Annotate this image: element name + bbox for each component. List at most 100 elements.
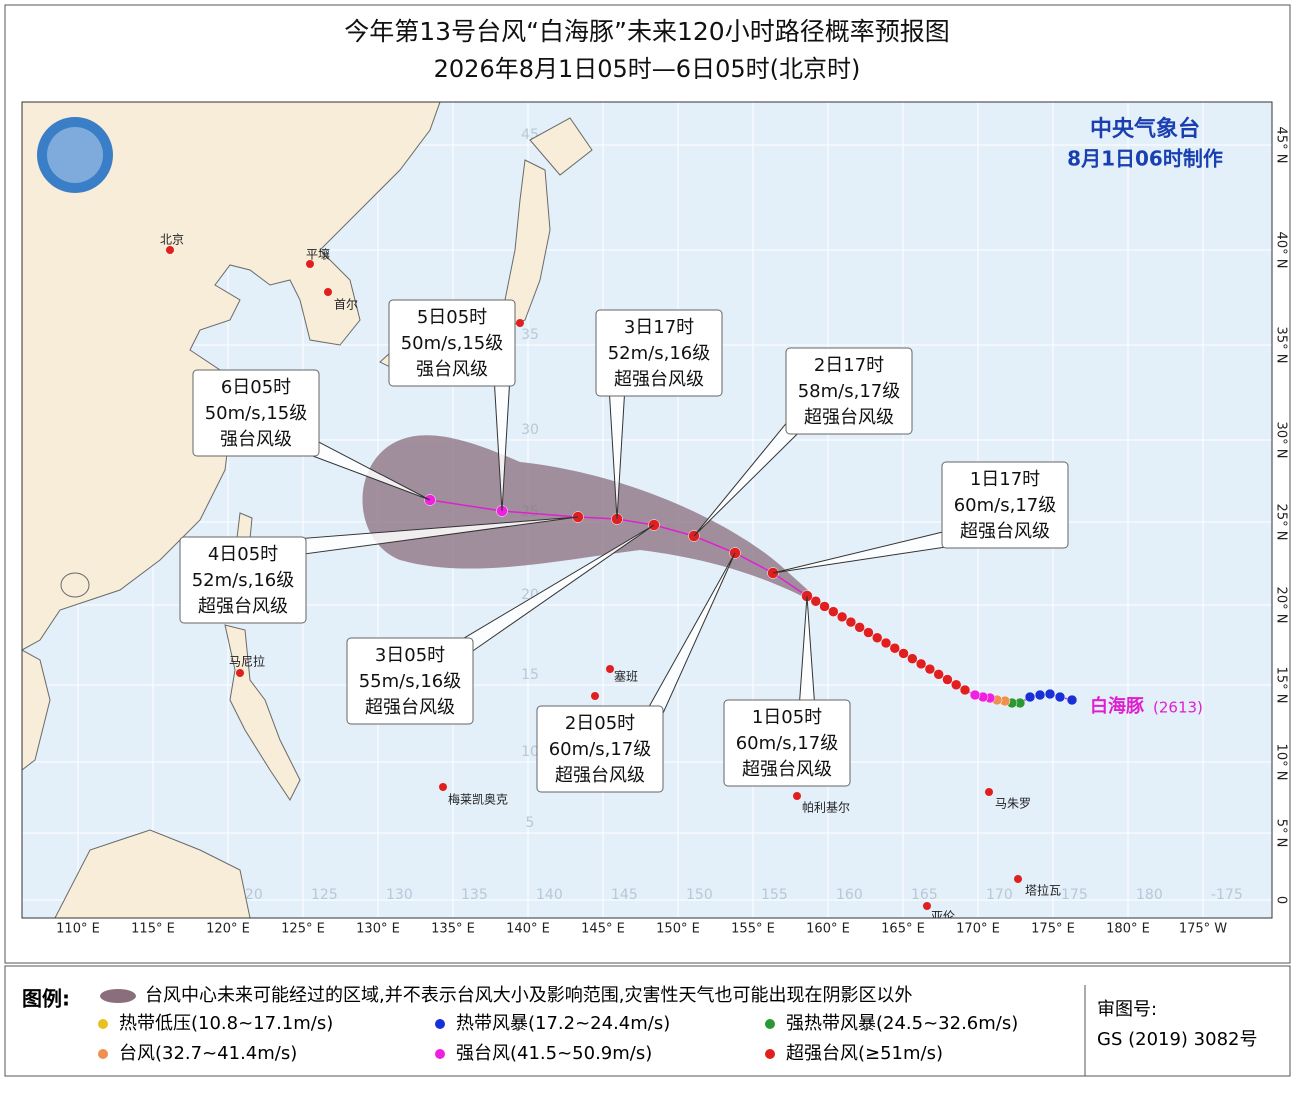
lon-label: 115° E <box>131 922 175 937</box>
legend-marker <box>435 1019 445 1029</box>
callout-time: 3日05时 <box>375 645 445 666</box>
inner-lon-label: 140 <box>536 887 563 903</box>
legend-label: 强台风(41.5~50.9m/s) <box>456 1043 652 1064</box>
inner-lon-label: 125 <box>311 887 338 903</box>
callout-wind: 60m/s,17级 <box>954 495 1057 516</box>
lon-label: 120° E <box>206 922 250 937</box>
logo-inner <box>47 127 103 183</box>
lon-label: 125° E <box>281 922 325 937</box>
callout-grade: 超强台风级 <box>365 697 455 718</box>
track-point <box>969 689 981 701</box>
callout-box <box>192 369 320 457</box>
map-border <box>21 101 1273 919</box>
track-point <box>1034 689 1046 701</box>
city-dot <box>324 288 332 296</box>
callout-box <box>785 347 913 435</box>
lat-label: 30° N <box>1274 422 1289 459</box>
axes: 110° E 115° E 120° E 125° E 130° E 135° E 140°… <box>56 127 1288 937</box>
lon-label: 135° E <box>431 922 475 937</box>
track-point <box>819 601 830 612</box>
callout-wind: 50m/s,15级 <box>205 403 308 424</box>
map: 1101151201251301351401451501551601651701… <box>22 102 1272 924</box>
legend-marker <box>98 1019 108 1029</box>
callout-grade: 超强台风级 <box>742 759 832 780</box>
inner-lat-label: 35 <box>521 327 539 343</box>
track-point <box>880 637 892 649</box>
lon-label: 130° E <box>356 922 400 937</box>
callout-time: 6日05时 <box>221 377 291 398</box>
review-number: GS (2019) 3082号 <box>1097 1029 1257 1050</box>
callout-time: 1日17时 <box>970 469 1040 490</box>
callout-box <box>941 461 1069 549</box>
city-label: 平壤 <box>306 247 330 262</box>
track-point <box>915 658 927 670</box>
city-label: 亚伦 <box>931 909 955 924</box>
callout-wind: 52m/s,16级 <box>608 343 711 364</box>
inner-lat-label: 10 <box>521 744 539 760</box>
lat-label: 35° N <box>1274 327 1289 364</box>
callout-box <box>179 536 307 624</box>
track-point <box>942 674 953 685</box>
track-point <box>1054 691 1066 703</box>
city-label: 首尔 <box>334 297 358 312</box>
inner-lon-label: 180 <box>1136 887 1163 903</box>
lon-label: 110° E <box>56 922 100 937</box>
lat-label: 5° N <box>1274 819 1289 848</box>
review-label: 审图号: <box>1097 999 1157 1020</box>
track-point <box>828 606 839 617</box>
inner-lat-label: 30 <box>521 422 539 438</box>
city-dot <box>591 692 599 700</box>
track-point <box>863 627 874 638</box>
callout-wind: 60m/s,17级 <box>736 733 839 754</box>
track-point <box>924 663 936 675</box>
callouts: 1日05时60m/s,17级超强台风级1日17时60m/s,17级超强台风级2日… <box>179 299 1069 793</box>
callout-wind: 50m/s,15级 <box>401 333 504 354</box>
city-dot <box>439 783 447 791</box>
typhoon-name: 白海豚 <box>1090 695 1144 717</box>
lon-label: 180° E <box>1106 922 1150 937</box>
lat-label: 25° N <box>1274 504 1289 541</box>
city-label: 马朱罗 <box>995 797 1031 811</box>
callout-time: 4日05时 <box>208 544 278 565</box>
legend-label: 超强台风(≥51m/s) <box>786 1043 943 1064</box>
callout-wind: 52m/s,16级 <box>192 570 295 591</box>
track-point <box>836 611 848 623</box>
lon-label: 175° E <box>1031 922 1075 937</box>
cone-text: 台风中心未来可能经过的区域,并不表示台风大小及影响范围,灾害性天气也可能出现在阴… <box>145 985 912 1006</box>
track-point <box>1024 691 1036 703</box>
callout-box <box>536 705 664 793</box>
legend-items: 热带低压(10.8~17.1m/s) 热带风暴(17.2~24.4m/s) 强热带风… <box>98 1013 1018 1064</box>
cone-icon <box>100 989 136 1003</box>
legend-title: 图例: <box>22 987 70 1011</box>
legend-marker <box>765 1049 775 1059</box>
track-point <box>854 622 865 633</box>
inner-lon-label: 135 <box>461 887 488 903</box>
city-dot <box>793 792 801 800</box>
city-dot <box>236 669 244 677</box>
typhoon-code: (2613) <box>1153 699 1203 717</box>
lat-label: 15° N <box>1274 667 1289 704</box>
track-point <box>1044 688 1056 700</box>
city-label: 帕利基尔 <box>802 800 850 815</box>
callout-grade: 强台风级 <box>220 429 292 450</box>
callout-wind: 60m/s,17级 <box>549 739 652 760</box>
track-point <box>1066 694 1078 706</box>
issued: 8月1日06时制作 <box>1067 147 1223 171</box>
track-point <box>889 642 901 654</box>
inner-lon-label: 130 <box>386 887 413 903</box>
city-label: 塔拉瓦 <box>1025 883 1061 898</box>
subtitle: 2026年8月1日05时—6日05时(北京时) <box>434 55 861 83</box>
callout-box <box>388 299 516 387</box>
callout-wind: 55m/s,16级 <box>359 671 462 692</box>
callout-wind: 58m/s,17级 <box>798 381 901 402</box>
callout-grade: 超强台风级 <box>198 596 288 617</box>
callout-grade: 强台风级 <box>416 359 488 380</box>
lon-label: 170° E <box>956 922 1000 937</box>
callout-grade: 超强台风级 <box>555 765 645 786</box>
city-dot <box>1014 875 1022 883</box>
legend-label: 台风(32.7~41.4m/s) <box>119 1043 297 1064</box>
city-dot <box>985 788 993 796</box>
legend-marker <box>765 1019 775 1029</box>
city-label: 马尼拉 <box>229 654 265 669</box>
